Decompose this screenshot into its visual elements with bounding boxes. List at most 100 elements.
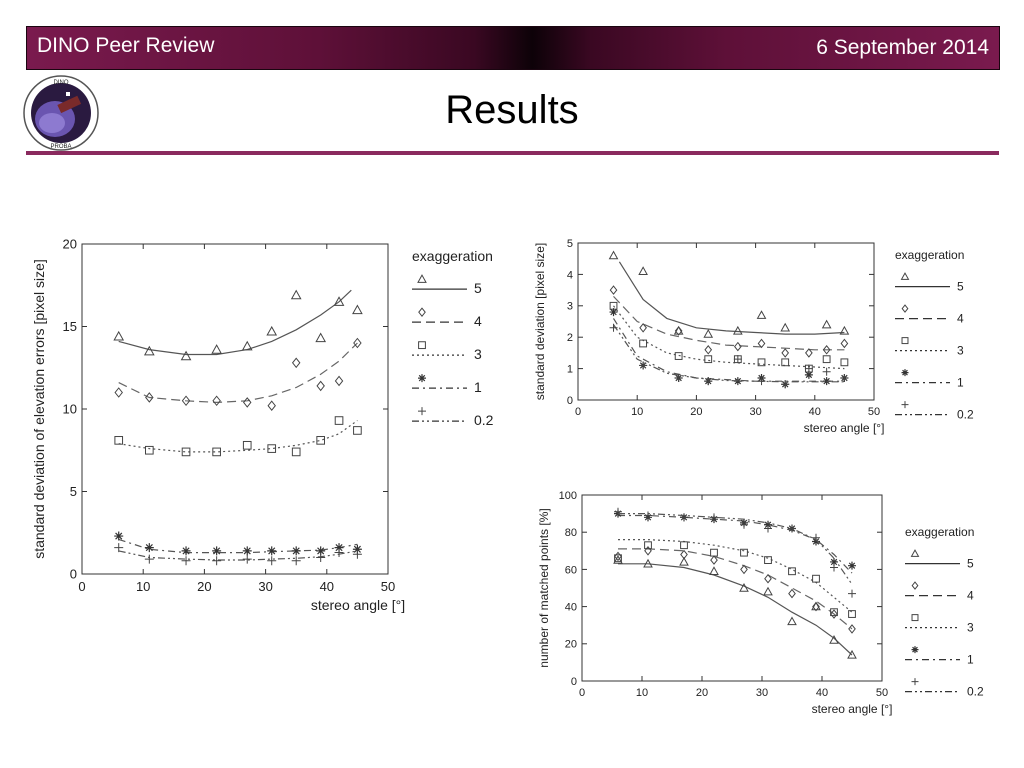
x-tick-label: 30 (258, 579, 272, 594)
plus-marker (316, 553, 326, 562)
series-0.2 (609, 323, 849, 389)
asterisk-marker (609, 308, 618, 317)
asterisk-marker (830, 557, 838, 566)
triangle-marker (780, 322, 791, 332)
series-5 (113, 289, 363, 361)
x-axis-label: stereo angle [°] (812, 702, 893, 716)
diamond-marker (674, 326, 683, 336)
review-title: DINO Peer Review (37, 34, 215, 57)
square-marker (114, 436, 124, 445)
diamond-marker (242, 397, 252, 408)
triangle-marker (613, 555, 623, 564)
plus-marker (704, 377, 713, 386)
logo-text-top: DINO (54, 80, 69, 86)
fit-curve (618, 539, 853, 613)
fit-curve (618, 514, 853, 574)
y-tick-label: 10 (63, 402, 77, 417)
diamond-marker (822, 344, 831, 355)
legend-label: 3 (967, 621, 974, 635)
series-3 (114, 416, 362, 457)
legend-diamond-icon (418, 307, 426, 317)
series-3 (614, 539, 856, 618)
asterisk-marker (242, 546, 252, 556)
y-tick-label: 20 (565, 639, 577, 651)
legend-title: exaggeration (412, 248, 493, 264)
diamond-marker (212, 395, 221, 407)
square-marker (212, 447, 221, 457)
legend-label: 1 (474, 379, 482, 395)
square-marker (788, 567, 796, 576)
plus-marker (267, 556, 277, 566)
asterisk-marker (848, 561, 856, 570)
square-marker (267, 444, 277, 453)
matched-points-chart: 0 10 20 30 40 50 0 20 40 60 80 100 stereo angle [°] n… (537, 490, 984, 716)
diamond-marker (267, 400, 276, 412)
triangle-marker (352, 304, 363, 315)
triangle-marker (787, 616, 797, 626)
plus-marker (114, 543, 124, 553)
diamond-marker (114, 387, 123, 398)
std-deviation-chart: 0 10 20 30 40 50 0 1 2 3 4 5 stereo angle [°] standar… (533, 238, 974, 435)
plus-marker (740, 520, 748, 529)
x-tick-label: 40 (320, 579, 334, 594)
plus-marker (212, 556, 222, 566)
plus-marker (181, 556, 191, 566)
asterisk-marker (804, 370, 813, 379)
series-5 (613, 555, 857, 659)
legend-label: 4 (967, 589, 974, 603)
plus-marker (830, 563, 838, 572)
triangle-marker (315, 332, 327, 343)
plus-marker (757, 377, 766, 386)
triangle-marker (756, 310, 767, 319)
x-axis-label: stereo angle [°] (804, 421, 885, 435)
square-marker (674, 352, 683, 360)
diamond-marker (353, 337, 362, 349)
square-marker (812, 574, 820, 583)
plus-marker (242, 554, 252, 564)
legend-plus-icon (901, 401, 909, 409)
plus-marker (781, 380, 790, 389)
x-tick-label: 0 (575, 406, 581, 418)
fit-curve (612, 318, 845, 382)
asterisk-marker (267, 546, 277, 556)
legend-square-icon (901, 337, 909, 345)
square-marker (680, 541, 688, 550)
legend-triangle-icon (910, 549, 920, 557)
legend-label: 1 (967, 653, 974, 667)
asterisk-marker (212, 546, 222, 556)
plus-marker (812, 533, 820, 542)
diamond-marker (639, 322, 647, 333)
y-tick-label: 2 (567, 332, 573, 344)
diamond-marker (291, 357, 301, 369)
square-marker (316, 436, 326, 445)
asterisk-marker (114, 531, 124, 541)
title-divider (26, 151, 999, 155)
x-tick-label: 50 (876, 687, 888, 699)
asterisk-marker (181, 546, 191, 556)
diamond-marker (830, 609, 838, 619)
plus-marker (680, 513, 688, 522)
y-tick-label: 20 (63, 237, 77, 252)
triangle-marker (113, 330, 125, 341)
plot-frame (577, 242, 875, 401)
triangle-marker (290, 289, 302, 300)
y-tick-label: 0 (567, 395, 573, 407)
square-marker (639, 339, 648, 348)
triangle-marker (143, 345, 155, 356)
square-marker (334, 416, 344, 425)
triangle-marker (679, 556, 689, 566)
series-4 (614, 545, 856, 634)
square-marker (830, 608, 838, 617)
y-tick-label: 100 (559, 490, 577, 502)
square-marker (644, 541, 652, 550)
y-tick-label: 15 (63, 319, 77, 334)
legend-label: 5 (967, 557, 974, 571)
y-axis-label: standard deviation [pixel size] (533, 243, 547, 400)
x-tick-label: 30 (756, 687, 768, 699)
fit-curve (118, 550, 358, 561)
plus-marker (733, 355, 742, 364)
triangle-marker (211, 344, 222, 354)
triangle-marker (739, 582, 749, 592)
page-title: Results (445, 88, 579, 132)
